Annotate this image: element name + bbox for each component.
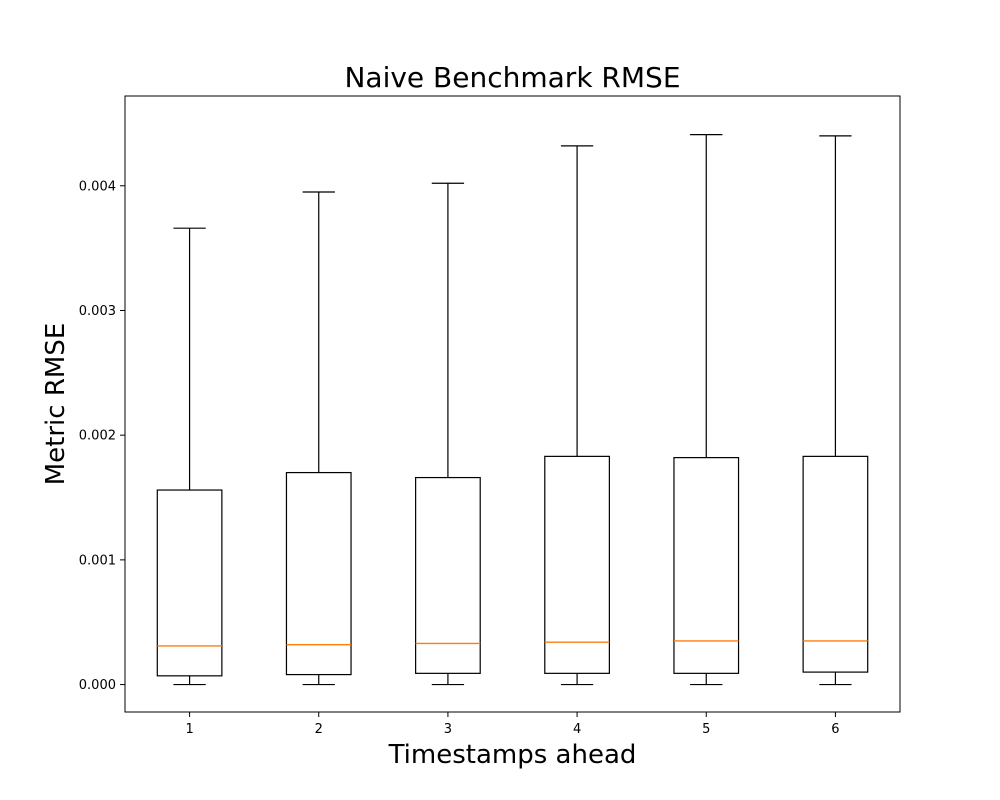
x-tick-label: 1 [185, 722, 193, 737]
box-6 [802, 455, 869, 673]
x-tick-label: 4 [573, 722, 581, 737]
box-4 [544, 455, 610, 674]
x-tick-label: 2 [315, 722, 323, 737]
box-1 [156, 489, 223, 677]
y-axis-label: Metric RMSE [41, 323, 71, 486]
y-tick-label: 0.004 [79, 179, 116, 194]
x-axis-label: Timestamps ahead [388, 740, 637, 770]
plot-area-frame [124, 95, 901, 713]
chart-title: Naive Benchmark RMSE [344, 61, 680, 94]
x-tick-label: 6 [831, 722, 839, 737]
plot-marks: 0.000 0.001 0.002 0.003 0.004 1 2 3 4 5 6 [79, 134, 869, 737]
box-5 [673, 457, 740, 674]
box-2 [285, 471, 352, 676]
box-3 [415, 476, 481, 674]
y-tick-label: 0.002 [79, 429, 116, 444]
y-tick-label: 0.001 [79, 553, 116, 568]
x-tick-label: 3 [444, 722, 452, 737]
y-tick-label: 0.003 [79, 304, 116, 319]
y-tick-label: 0.000 [79, 678, 116, 693]
x-tick-label: 5 [702, 722, 710, 737]
